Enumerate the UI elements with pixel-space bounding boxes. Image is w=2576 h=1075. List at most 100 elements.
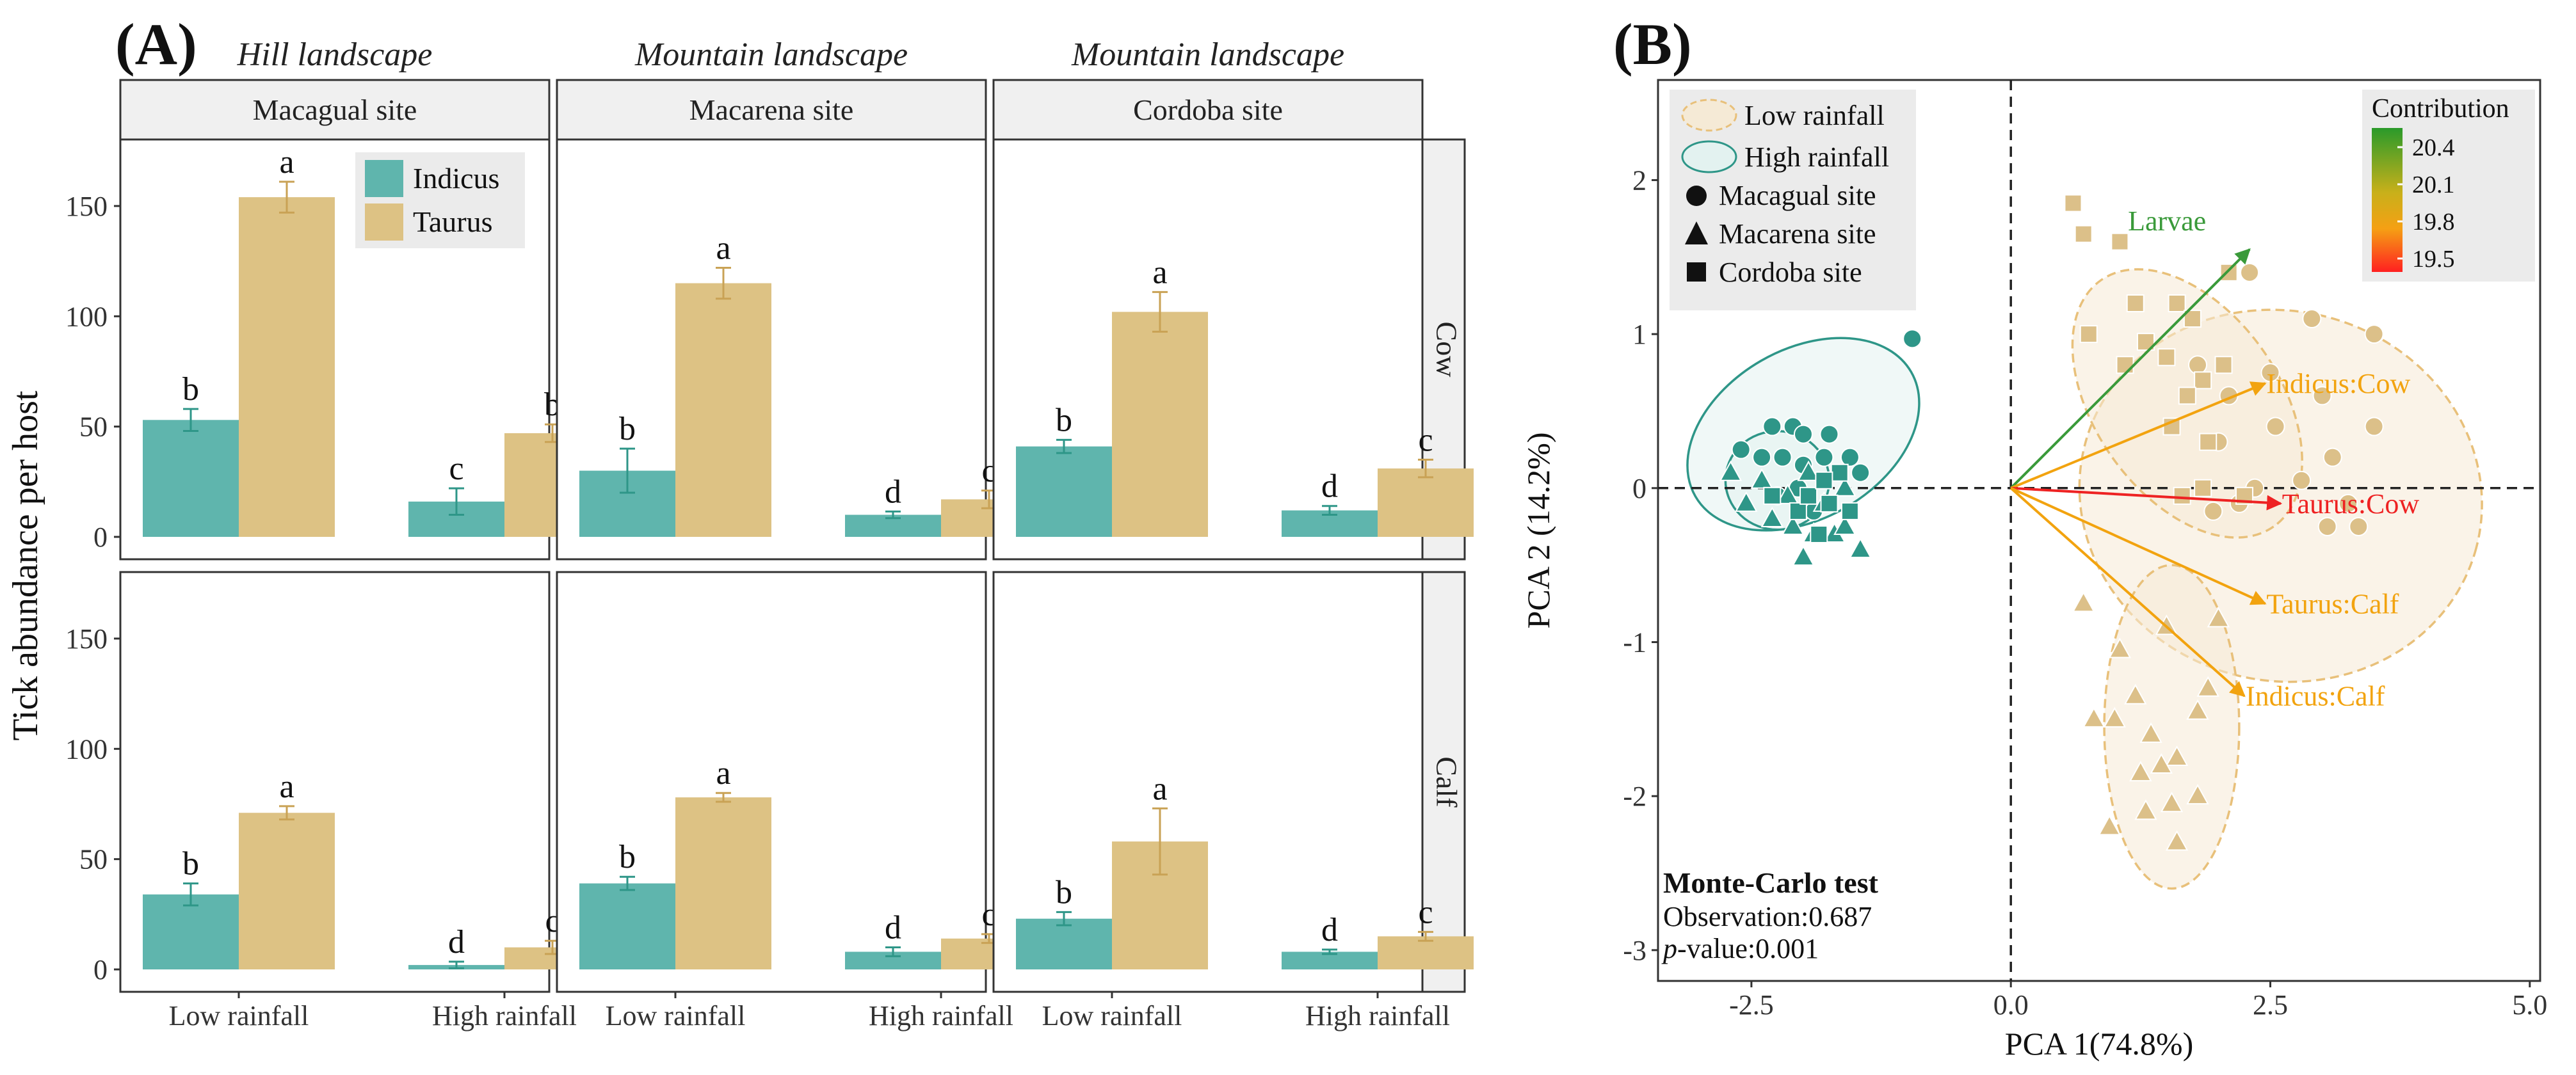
data-point-triangle bbox=[1849, 538, 1872, 559]
data-point-square bbox=[1810, 525, 1828, 544]
significance-letter: d bbox=[885, 474, 901, 510]
data-point-circle bbox=[2339, 493, 2358, 513]
data-point-square bbox=[1830, 463, 1849, 482]
significance-letter: b bbox=[182, 846, 199, 882]
data-point-triangle bbox=[2124, 683, 2147, 705]
data-point-triangle bbox=[2160, 792, 2184, 813]
y-tick-label: 0 bbox=[93, 522, 108, 553]
data-point-triangle bbox=[2139, 722, 2162, 743]
low-rainfall-ellipse bbox=[2103, 564, 2241, 890]
significance-letter: d bbox=[1321, 912, 1338, 948]
loading-arrow bbox=[2010, 486, 2267, 605]
colorbar-tick-label: 19.5 bbox=[2412, 246, 2455, 273]
landscape-label: Mountain landscape bbox=[634, 36, 908, 73]
y-tick-label: -3 bbox=[1623, 935, 1646, 966]
data-point-circle bbox=[1793, 424, 1813, 444]
taurus-bar bbox=[239, 197, 335, 537]
data-point-circle bbox=[2302, 309, 2322, 329]
data-point-square bbox=[2111, 232, 2129, 251]
colorbar-title: Contribution bbox=[2372, 94, 2509, 123]
legend-high-rainfall: High rainfall bbox=[1744, 141, 1889, 173]
data-point-triangle bbox=[2103, 706, 2127, 728]
significance-letter: d bbox=[448, 924, 465, 960]
data-point-triangle bbox=[2129, 761, 2152, 782]
data-point-square bbox=[2173, 486, 2191, 505]
y-tick-label: 50 bbox=[79, 411, 108, 443]
legend-circle-icon bbox=[1686, 186, 1707, 206]
arrow-label: Taurus:Calf bbox=[2266, 588, 2399, 619]
y-tick-label: 0 bbox=[1632, 473, 1646, 504]
data-point-square bbox=[1799, 486, 1818, 505]
x-tick-label: 2.5 bbox=[2253, 989, 2288, 1021]
significance-letter: c bbox=[1418, 422, 1433, 458]
x-tick-label: High rainfall bbox=[869, 1000, 1013, 1031]
data-point-triangle bbox=[2082, 706, 2105, 728]
significance-letter: a bbox=[716, 755, 730, 792]
bar-chart-panel-a: (A) Hill landscape Macagual site Mountain l… bbox=[6, 12, 1474, 1031]
significance-letter: b bbox=[182, 371, 199, 408]
loading-arrow bbox=[2010, 381, 2267, 490]
data-point-square bbox=[2157, 348, 2176, 367]
data-point-square bbox=[2199, 433, 2218, 451]
data-point-circle bbox=[1752, 447, 1772, 467]
data-point-square bbox=[2194, 371, 2212, 390]
arrow-label: Larvae bbox=[2128, 205, 2206, 237]
site-strip bbox=[556, 79, 987, 141]
x-tick-label: Low rainfall bbox=[1042, 1000, 1182, 1031]
data-point-circle bbox=[2364, 324, 2384, 344]
data-point-square bbox=[1840, 502, 1859, 520]
data-point-square bbox=[1820, 494, 1839, 513]
legend-site: Cordoba site bbox=[1719, 257, 1862, 288]
y-tick-label: -2 bbox=[1623, 781, 1646, 812]
monte-carlo-p-value: p-value:0.001 bbox=[1661, 933, 1819, 964]
data-point-triangle bbox=[2165, 830, 2189, 851]
significance-letter: b bbox=[1056, 402, 1072, 438]
x-tick-label: Low rainfall bbox=[169, 1000, 309, 1031]
colorbar-bar bbox=[2372, 128, 2403, 272]
legend-label-taurus: Taurus bbox=[413, 205, 493, 238]
taurus-bar bbox=[239, 813, 335, 969]
data-point-square bbox=[2194, 479, 2212, 497]
site-strip bbox=[992, 79, 1424, 141]
monte-carlo-title: Monte-Carlo test bbox=[1663, 866, 1879, 899]
data-point-circle bbox=[2203, 501, 2223, 521]
legend-swatch-indicus bbox=[365, 160, 403, 197]
landscape-label: Hill landscape bbox=[237, 36, 433, 73]
x-tick-label: 0.0 bbox=[1993, 989, 2029, 1021]
host-row-label: Calf bbox=[1430, 756, 1463, 808]
y-tick-label: 2 bbox=[1632, 164, 1646, 196]
y-tick-label: 50 bbox=[79, 844, 108, 875]
row-strip bbox=[1421, 571, 1466, 993]
legend-square-icon bbox=[1687, 262, 1706, 282]
p-italic: p bbox=[1661, 933, 1677, 964]
arrow-label: Taurus:Cow bbox=[2282, 488, 2420, 520]
landscape-label: Mountain landscape bbox=[1071, 36, 1344, 73]
y-axis-label: PCA 2 (14.2%) bbox=[1520, 433, 1556, 629]
site-label: Macarena site bbox=[689, 93, 854, 126]
data-point-square bbox=[2219, 263, 2238, 282]
significance-letter: b bbox=[619, 839, 636, 875]
data-point-square bbox=[2126, 294, 2145, 312]
data-point-triangle bbox=[1833, 475, 1856, 497]
taurus-bar bbox=[1112, 312, 1208, 537]
indicus-bar bbox=[143, 420, 239, 537]
data-point-circle bbox=[2266, 417, 2285, 436]
data-point-triangle bbox=[2196, 676, 2219, 697]
data-point-square bbox=[1815, 471, 1833, 490]
legend-low-rainfall-swatch bbox=[1681, 99, 1737, 132]
data-point-circle bbox=[2292, 470, 2312, 490]
loading-arrow bbox=[2011, 486, 2283, 511]
data-point-circle bbox=[1814, 447, 1834, 467]
monte-carlo-observation: Observation:0.687 bbox=[1663, 901, 1872, 932]
pca-chart-panel-b: (B) Larvae Indicus:Cow Taurus:Cow Taurus:Cal… bbox=[1520, 12, 2547, 1062]
x-tick-label: -2.5 bbox=[1729, 989, 1774, 1021]
indicus-bar bbox=[579, 883, 675, 969]
significance-letter: a bbox=[279, 144, 294, 180]
indicus-bar bbox=[1016, 446, 1112, 537]
arrow-label: Indicus:Cow bbox=[2266, 368, 2410, 399]
significance-letter: d bbox=[1321, 468, 1338, 505]
y-tick-label: 100 bbox=[65, 301, 108, 332]
indicus-bar bbox=[1016, 918, 1112, 969]
data-point-circle bbox=[2364, 417, 2384, 436]
